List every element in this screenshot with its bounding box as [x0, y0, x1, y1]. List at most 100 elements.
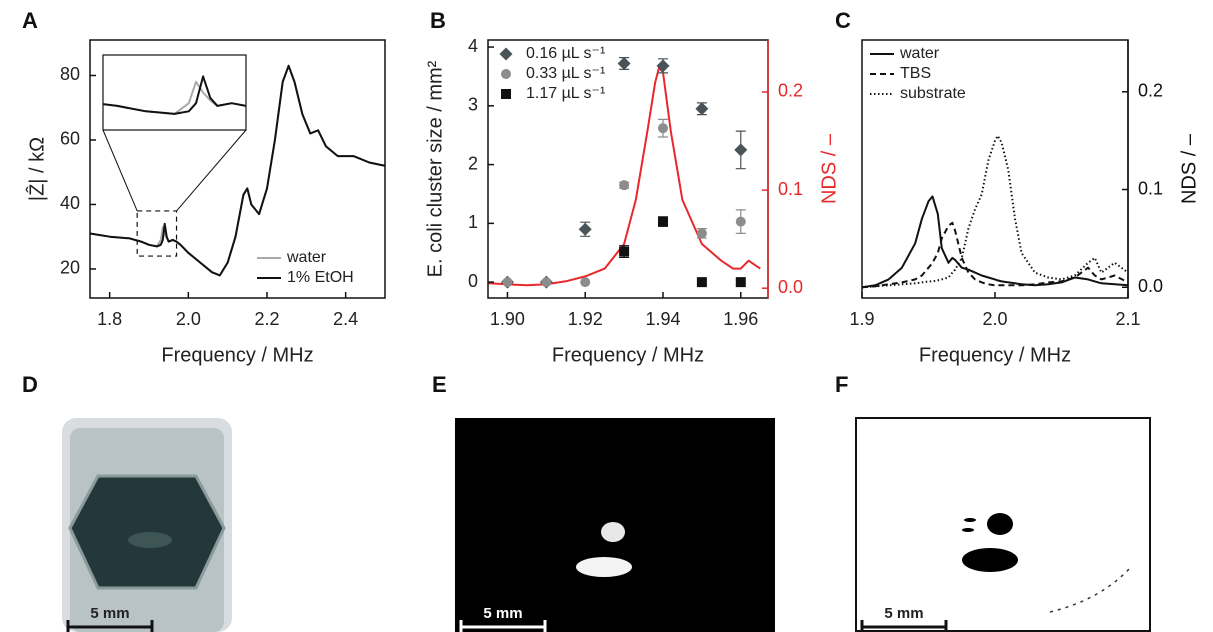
- marker: [580, 277, 591, 288]
- inset-frame: [102, 54, 247, 131]
- panel-label: A: [22, 8, 38, 33]
- panel-label: B: [430, 8, 446, 33]
- x-axis-title: Frequency / MHz: [161, 344, 313, 366]
- photo-panel: E 5 mm: [432, 372, 775, 632]
- legend-label: substrate: [900, 85, 966, 102]
- y2-tick-label: 0.1: [778, 179, 803, 199]
- y-axis-title: E. coli cluster size / mm²: [424, 60, 446, 277]
- y-tick-label: 40: [60, 193, 80, 213]
- y2-axis-title: NDS / –: [818, 133, 840, 204]
- y-tick-label: 20: [60, 258, 80, 278]
- plot-frame: [89, 39, 386, 299]
- data-line: [862, 195, 1128, 289]
- marker: [501, 69, 511, 79]
- binary-trace: [1049, 567, 1131, 613]
- marker: [499, 47, 513, 61]
- legend-label: 1% EtOH: [287, 269, 354, 286]
- x-axis-title: Frequency / MHz: [552, 344, 704, 366]
- plot-area: [488, 57, 761, 289]
- x-tick-label: 1.8: [97, 309, 122, 329]
- plot-area: [90, 64, 385, 277]
- x-tick-label: 2.0: [982, 309, 1007, 329]
- marker: [735, 277, 746, 288]
- legend: water 1% EtOH: [257, 249, 354, 286]
- y2-axis-title: NDS / –: [1178, 133, 1200, 204]
- y-tick-label: 4: [468, 36, 478, 56]
- x-tick-label: 2.4: [333, 309, 358, 329]
- scale-bar-label: 5 mm: [483, 605, 522, 622]
- marker: [619, 246, 630, 257]
- marker: [658, 123, 668, 134]
- y-tick-label: 80: [60, 64, 80, 84]
- legend-label: 0.16 µL s⁻¹: [526, 45, 605, 62]
- scale-bar-label: 5 mm: [884, 605, 923, 622]
- data-line: [90, 64, 385, 277]
- inset-plot: [103, 75, 246, 115]
- panel-label: F: [835, 372, 848, 397]
- y-tick-label: 2: [468, 153, 478, 173]
- scale-bar-label: 5 mm: [90, 605, 129, 622]
- x-tick-label: 2.2: [254, 309, 279, 329]
- photo-chamber: [68, 474, 226, 590]
- zoom-box: [136, 210, 178, 257]
- marker: [501, 89, 511, 99]
- x-tick-label: 2.1: [1115, 309, 1140, 329]
- marker: [578, 222, 592, 236]
- zoom-connector: [102, 129, 138, 212]
- binary-spot: [962, 548, 1018, 572]
- x-tick-label: 1.96: [723, 309, 758, 329]
- data-line: [862, 134, 1128, 289]
- data-line: [862, 221, 1128, 289]
- legend-label: 0.33 µL s⁻¹: [526, 65, 605, 82]
- marker: [541, 277, 552, 288]
- marker: [695, 102, 709, 116]
- legend-label: TBS: [900, 65, 931, 82]
- photo-spot: [128, 532, 172, 548]
- legend-label: water: [899, 45, 940, 62]
- plot-area: [862, 134, 1128, 289]
- y2-tick-label: 0.2: [1138, 81, 1163, 101]
- y2-tick-label: 0.2: [778, 81, 803, 101]
- x-tick-label: 1.90: [490, 309, 525, 329]
- legend: 0.16 µL s⁻¹ 0.33 µL s⁻¹ 1.17 µL s⁻¹: [499, 45, 605, 102]
- legend: water TBS substrate: [870, 45, 966, 102]
- marker: [734, 143, 748, 157]
- y2-tick-label: 0.1: [1138, 178, 1163, 198]
- marker: [658, 216, 668, 227]
- x-tick-label: 1.92: [568, 309, 603, 329]
- marker: [617, 57, 631, 71]
- marker: [696, 228, 707, 239]
- y-tick-label: 0: [468, 271, 478, 291]
- binary-spot: [987, 513, 1013, 535]
- marker: [502, 277, 513, 288]
- marker: [619, 180, 630, 191]
- x-axis-title: Frequency / MHz: [919, 344, 1071, 366]
- x-tick-label: 1.94: [645, 309, 680, 329]
- y-axis-title: |Ẑ| / kΩ: [25, 137, 48, 201]
- photo-panel: D 5 mm: [22, 372, 232, 632]
- binary-spot: [962, 528, 974, 532]
- panel-label: C: [835, 8, 851, 33]
- marker: [735, 216, 746, 227]
- data-line: [488, 66, 761, 287]
- binary-spot: [964, 518, 976, 522]
- y-tick-label: 60: [60, 129, 80, 149]
- legend-label: 1.17 µL s⁻¹: [526, 85, 605, 102]
- legend-label: water: [286, 249, 327, 266]
- y2-tick-label: 0.0: [1138, 276, 1163, 296]
- data-line: [103, 75, 246, 115]
- data-line: [103, 80, 246, 115]
- zoom-connector: [176, 129, 247, 212]
- fluorescence-spot: [601, 522, 625, 542]
- fluorescence-spot: [576, 557, 632, 577]
- x-tick-label: 2.0: [176, 309, 201, 329]
- y-tick-label: 1: [468, 212, 478, 232]
- panel-label: E: [432, 372, 447, 397]
- photo-panel: F 5 mm: [835, 372, 1151, 632]
- y-tick-label: 3: [468, 95, 478, 115]
- y2-tick-label: 0.0: [778, 277, 803, 297]
- marker: [696, 277, 707, 288]
- x-tick-label: 1.9: [849, 309, 874, 329]
- marker: [656, 59, 670, 73]
